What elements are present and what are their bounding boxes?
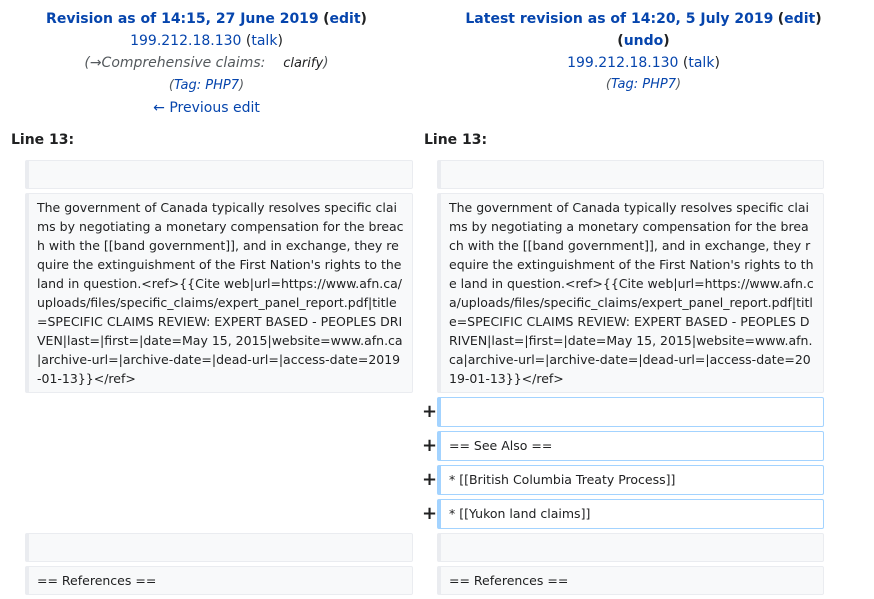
left-line-number: Line 13:: [11, 132, 75, 148]
left-context-paragraph: The government of Canada typically resol…: [25, 193, 413, 393]
right-context-blank-bottom: [437, 533, 824, 562]
left-edit-wrapper: (edit): [323, 11, 367, 27]
undo-link[interactable]: undo: [623, 33, 664, 49]
added-marker-3: +: [422, 469, 438, 490]
right-tag-label-link[interactable]: Tag:: [610, 77, 639, 92]
added-line-bc-treaty: * [[British Columbia Treaty Process]]: [437, 465, 824, 495]
left-tag-link[interactable]: PHP7: [205, 78, 240, 93]
right-context-references: == References ==: [437, 566, 824, 595]
added-line-yukon: * [[Yukon land claims]]: [437, 499, 824, 529]
added-line-see-also: == See Also ==: [437, 431, 824, 461]
left-context-blank-bottom: [25, 533, 413, 562]
left-talk-wrapper: (talk): [245, 33, 283, 49]
right-tag-line: (Tag: PHP7): [605, 77, 682, 92]
added-line-blank: [437, 397, 824, 427]
left-revision-header: Revision as of 14:15, 27 June 2019 (edit…: [0, 8, 413, 119]
added-marker-1: +: [422, 401, 438, 422]
right-user-link[interactable]: 199.212.18.130: [567, 55, 679, 71]
right-context-blank-top: [437, 160, 824, 189]
added-marker-4: +: [422, 503, 438, 524]
left-user-link[interactable]: 199.212.18.130: [130, 33, 242, 49]
right-line-number: Line 13:: [424, 132, 488, 148]
right-revision-title-link[interactable]: Latest revision as of 14:20, 5 July 2019: [465, 11, 774, 27]
right-edit-wrapper: (edit): [777, 11, 822, 27]
left-revision-title-link[interactable]: Revision as of 14:15, 27 June 2019: [46, 11, 319, 27]
left-context-references: == References ==: [25, 566, 413, 595]
left-edit-summary: (→Comprehensive claims: clarify): [84, 55, 329, 71]
left-summary-text: clarify: [283, 56, 324, 71]
added-marker-2: +: [422, 435, 438, 456]
right-talk-link[interactable]: talk: [688, 55, 715, 71]
left-tag-line: (Tag: PHP7): [168, 78, 245, 93]
right-revision-header: Latest revision as of 14:20, 5 July 2019…: [413, 8, 874, 96]
previous-edit-link[interactable]: ← Previous edit: [153, 100, 260, 116]
left-edit-link[interactable]: edit: [329, 11, 361, 27]
left-tag-label-link[interactable]: Tag:: [173, 78, 202, 93]
left-context-blank-top: [25, 160, 413, 189]
right-context-paragraph: The government of Canada typically resol…: [437, 193, 824, 393]
right-talk-wrapper: (talk): [682, 55, 720, 71]
right-tag-link[interactable]: PHP7: [642, 77, 677, 92]
left-section-link[interactable]: →Comprehensive claims:: [89, 55, 266, 71]
left-talk-link[interactable]: talk: [251, 33, 278, 49]
right-edit-link[interactable]: edit: [784, 11, 816, 27]
